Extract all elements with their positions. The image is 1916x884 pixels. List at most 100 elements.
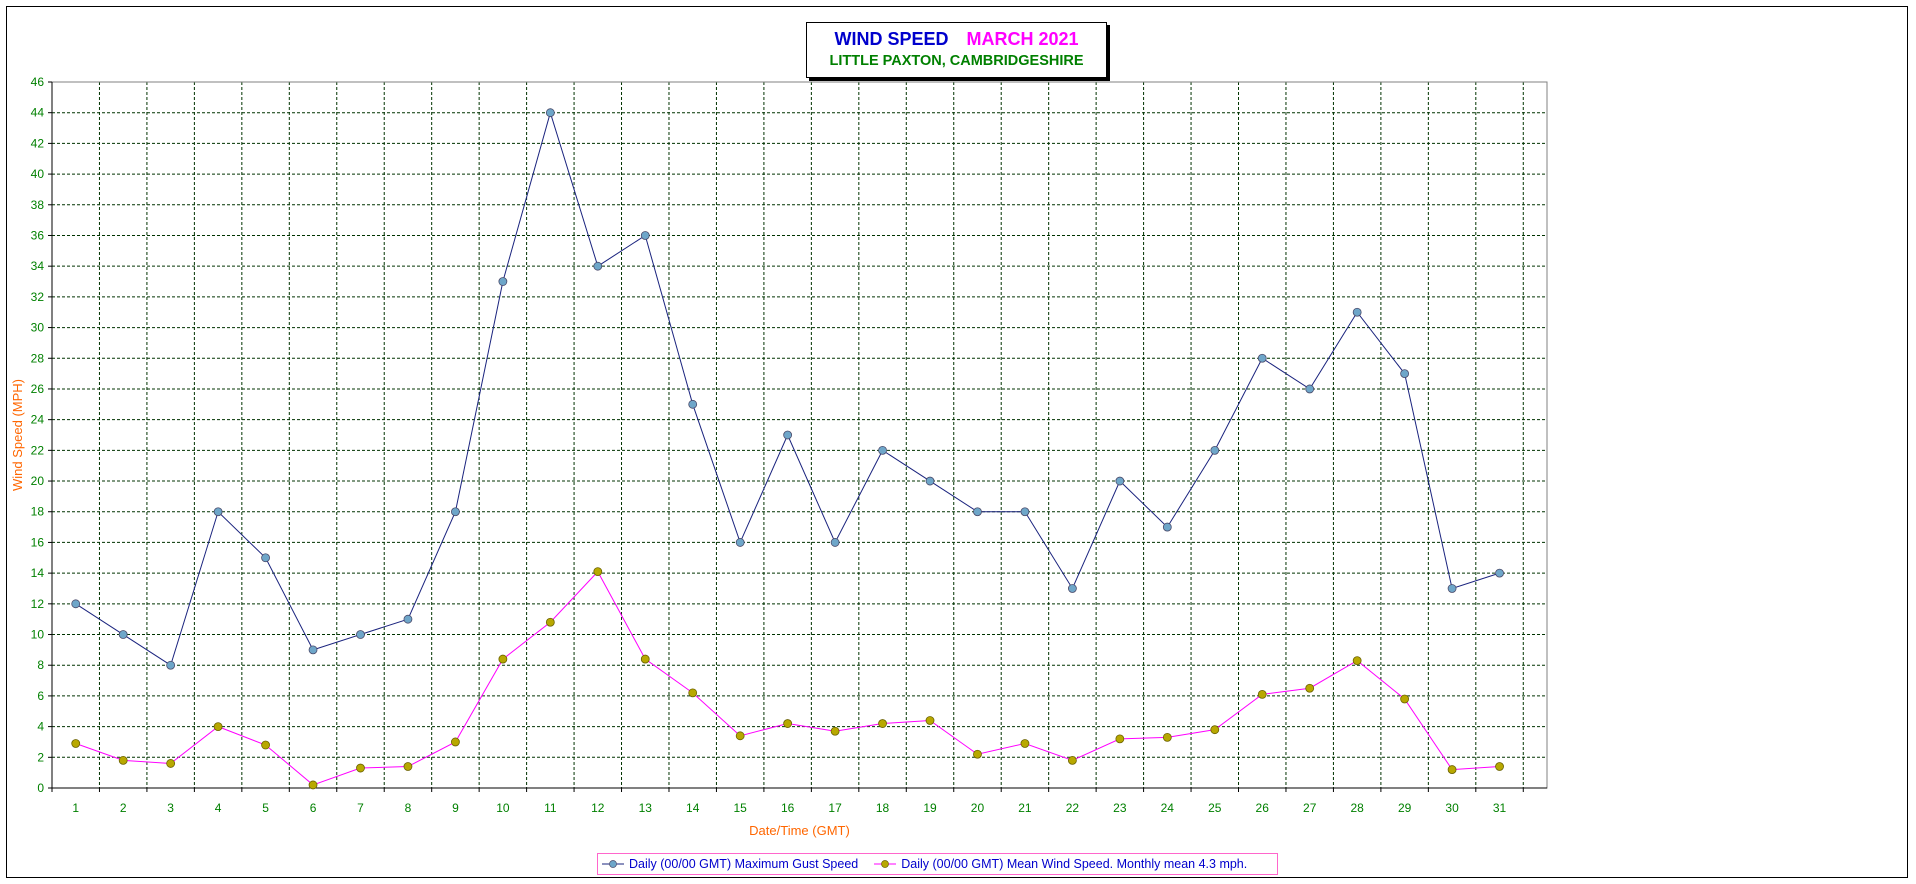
- data-point: [1020, 739, 1030, 748]
- data-point: [1020, 507, 1030, 517]
- data-point: [1162, 522, 1172, 532]
- data-point: [545, 617, 555, 627]
- data-point: [973, 507, 982, 517]
- data-point: [735, 538, 745, 547]
- data-point: [783, 719, 793, 728]
- data-point: [1210, 445, 1220, 455]
- data-point: [925, 716, 935, 725]
- data-point: [830, 726, 840, 736]
- data-point: [1447, 765, 1457, 774]
- x-tick-label: 17: [828, 801, 842, 815]
- data-point: [593, 261, 603, 271]
- x-tick-label: 14: [686, 801, 700, 815]
- y-tick-label: 0: [37, 781, 44, 795]
- data-point: [1352, 656, 1362, 666]
- y-tick-label: 2: [37, 750, 44, 764]
- data-point: [1115, 734, 1125, 744]
- data-point: [308, 645, 318, 655]
- data-point: [118, 755, 128, 765]
- series-2: [71, 567, 1504, 790]
- data-point: [1352, 307, 1362, 317]
- y-tick-label: 40: [31, 167, 45, 181]
- chart-subtitle: LITTLE PAXTON, CAMBRIDGESHIRE: [829, 53, 1084, 69]
- y-tick-label: 46: [31, 75, 45, 89]
- data-point: [498, 654, 508, 664]
- y-tick-label: 6: [37, 689, 44, 703]
- title-date: MARCH 2021: [966, 29, 1079, 49]
- x-tick-label: 13: [639, 801, 653, 815]
- chart-title: WIND SPEED MARCH 2021: [807, 29, 1106, 50]
- data-point: [1305, 384, 1315, 394]
- y-tick-label: 12: [31, 597, 45, 611]
- data-point: [878, 719, 887, 728]
- title-main: WIND SPEED: [834, 29, 949, 49]
- x-tick-label: 6: [310, 801, 317, 815]
- y-tick-label: 8: [37, 658, 44, 672]
- chart-frame: [6, 6, 1908, 878]
- legend-swatch-mean: [874, 860, 897, 868]
- y-tick-layer: 0246810121416182022242628303234363840424…: [31, 75, 45, 795]
- data-point: [213, 507, 223, 517]
- data-point: [166, 660, 176, 670]
- data-point: [1115, 476, 1125, 486]
- data-point: [1400, 369, 1410, 379]
- x-tick-label: 23: [1113, 801, 1127, 815]
- data-point: [451, 737, 460, 747]
- series-layer: [71, 108, 1504, 790]
- y-tick-label: 22: [31, 443, 45, 457]
- legend-item-gust: Daily (00/00 GMT) Maximum Gust Speed: [602, 857, 858, 871]
- y-tick-label: 38: [31, 198, 45, 212]
- data-point: [1257, 689, 1267, 699]
- y-tick-label: 14: [31, 566, 45, 580]
- legend: Daily (00/00 GMT) Maximum Gust Speed Dai…: [597, 853, 1278, 875]
- data-point: [403, 614, 413, 624]
- grid-layer: [52, 81, 1547, 788]
- y-tick-label: 32: [31, 290, 45, 304]
- y-tick-label: 24: [31, 413, 45, 427]
- data-point: [973, 749, 982, 759]
- x-tick-label: 27: [1303, 801, 1317, 815]
- y-tick-label: 18: [31, 505, 45, 519]
- x-tick-label: 16: [781, 801, 795, 815]
- x-tick-label: 1: [72, 801, 79, 815]
- data-point: [878, 445, 887, 455]
- x-tick-label: 30: [1445, 801, 1459, 815]
- data-point: [308, 780, 318, 790]
- data-point: [118, 630, 128, 639]
- data-point: [688, 688, 698, 698]
- x-tick-label: 20: [971, 801, 985, 815]
- x-tick-label: 29: [1398, 801, 1412, 815]
- x-tick-label: 2: [120, 801, 127, 815]
- x-tick-label: 21: [1018, 801, 1032, 815]
- data-point: [261, 740, 270, 750]
- axes-layer: [48, 81, 1548, 792]
- data-point: [545, 108, 555, 118]
- data-point: [1495, 762, 1504, 771]
- x-tick-label: 19: [923, 801, 937, 815]
- y-tick-label: 42: [31, 136, 45, 150]
- x-tick-layer: 1 2 3 4 5 6 7 8 9 10 11 12 13 14 15 16 17 18 19 20 21 22 23 24 2…: [72, 801, 1506, 815]
- legend-item-mean: Daily (00/00 GMT) Mean Wind Speed. Month…: [874, 857, 1247, 871]
- data-point: [356, 630, 365, 639]
- data-point: [925, 476, 935, 486]
- data-point: [640, 231, 650, 240]
- legend-swatch-gust: [602, 860, 624, 868]
- x-tick-label: 24: [1161, 801, 1175, 815]
- x-tick-label: 3: [167, 801, 174, 815]
- x-tick-label: 26: [1256, 801, 1270, 815]
- series-1: [71, 108, 1504, 670]
- data-point: [1067, 755, 1077, 765]
- x-tick-label: 9: [452, 801, 459, 815]
- x-tick-label: 31: [1493, 801, 1507, 815]
- y-tick-label: 26: [31, 382, 45, 396]
- x-tick-label: 7: [357, 801, 364, 815]
- y-tick-label: 36: [31, 228, 45, 242]
- data-point: [830, 538, 840, 547]
- x-axis-title: Date/Time (GMT): [749, 823, 850, 838]
- data-point: [640, 654, 650, 664]
- y-tick-label: 10: [31, 628, 45, 642]
- data-point: [593, 567, 603, 576]
- y-tick-label: 44: [31, 106, 45, 120]
- x-tick-label: 28: [1350, 801, 1364, 815]
